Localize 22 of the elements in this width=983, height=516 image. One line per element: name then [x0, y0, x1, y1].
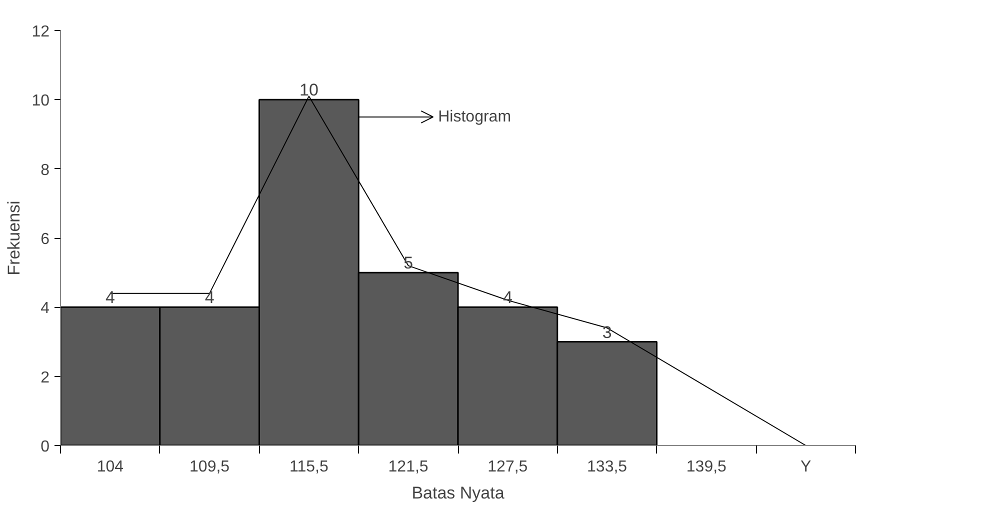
y-tick-label: 8: [40, 162, 50, 179]
x-tick-label: 139,5: [686, 458, 727, 476]
annotation: Histogram: [438, 108, 512, 126]
y-tick-label: 2: [40, 369, 50, 386]
x-axis-title: Batas Nyata: [412, 484, 505, 502]
x-tick-label: 121,5: [388, 458, 428, 476]
data-label: 4: [105, 288, 115, 308]
data-label: 10: [299, 80, 318, 100]
x-tick-label: 127,5: [488, 458, 528, 476]
y-tick-label: 0: [40, 438, 50, 456]
x-tick-label: 104: [96, 458, 124, 476]
y-axis-title: Frekuensi: [4, 200, 24, 276]
x-tick-label: Y: [800, 458, 812, 476]
y-tick-label: 6: [40, 231, 50, 248]
x-tick-label: 115,5: [290, 458, 328, 476]
x-tick-label: 133,5: [587, 458, 628, 476]
y-tick-label: 4: [40, 300, 50, 318]
x-tick-label: 109,5: [190, 458, 230, 476]
data-label: 4: [204, 288, 214, 308]
y-tick-label: 12: [32, 24, 50, 40]
y-tick-label: 10: [32, 92, 50, 110]
data-label: 3: [602, 322, 612, 342]
